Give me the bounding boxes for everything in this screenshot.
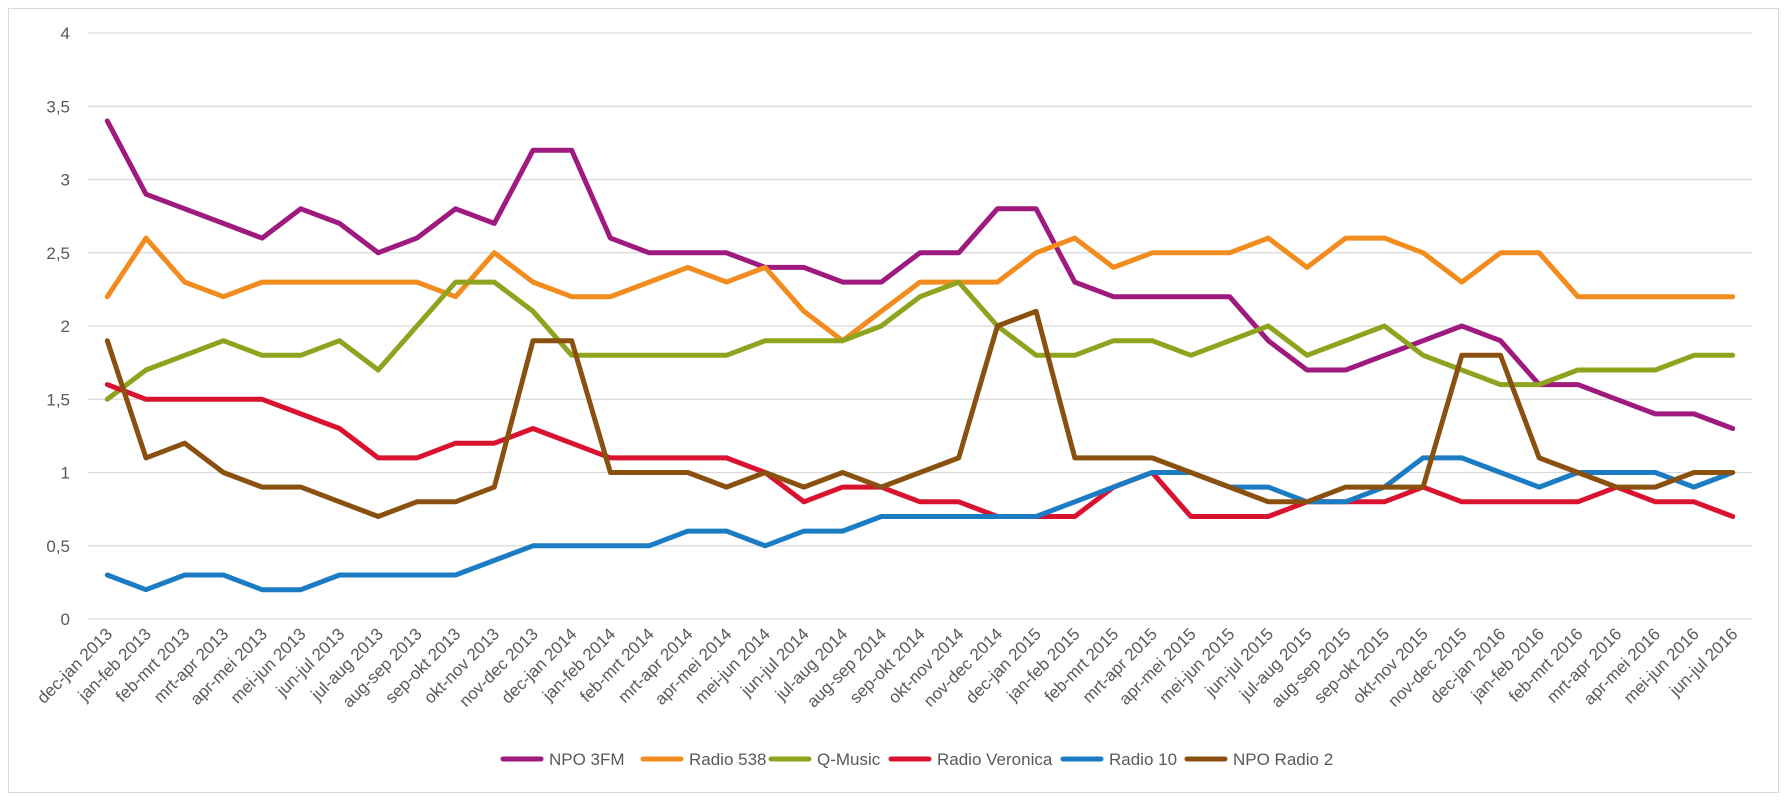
y-tick-label: 3 xyxy=(61,171,70,190)
legend-label: Radio 10 xyxy=(1109,750,1177,769)
series-line-npo-3fm xyxy=(104,118,1736,431)
legend-item-npo-3fm: NPO 3FM xyxy=(500,750,625,769)
series-line-npo-radio-2 xyxy=(104,308,1736,519)
y-tick-label: 3,5 xyxy=(46,97,70,116)
legend-label: Radio Veronica xyxy=(937,750,1053,769)
y-axis: 0 0,5 1 1,5 2 2,5 3 3,5 4 xyxy=(46,24,70,629)
legend-item-radio-veronica: Radio Veronica xyxy=(888,750,1053,769)
y-tick-label: 0,5 xyxy=(46,537,70,556)
legend-item-radio-10: Radio 10 xyxy=(1060,750,1177,769)
y-tick-label: 1,5 xyxy=(46,390,70,409)
legend-label: Radio 538 xyxy=(689,750,767,769)
legend-label: NPO Radio 2 xyxy=(1233,750,1333,769)
series-line-radio-veronica xyxy=(104,382,1736,519)
series-line-radio-538 xyxy=(104,235,1736,344)
legend-label: Q-Music xyxy=(817,750,881,769)
y-tick-label: 0 xyxy=(61,610,70,629)
series-line-radio-10 xyxy=(104,455,1736,593)
y-tick-label: 2 xyxy=(61,317,70,336)
chart-frame xyxy=(8,8,1779,793)
legend-item-radio-538: Radio 538 xyxy=(640,750,767,769)
series-lines xyxy=(104,118,1736,593)
legend-item-q-music: Q-Music xyxy=(768,750,881,769)
legend-label: NPO 3FM xyxy=(549,750,625,769)
y-tick-label: 2,5 xyxy=(46,244,70,263)
y-tick-label: 1 xyxy=(61,464,70,483)
series-line-q-music xyxy=(104,279,1736,402)
y-tick-label: 4 xyxy=(61,24,70,43)
gridlines xyxy=(88,32,1752,620)
legend: NPO 3FM Radio 538 Q-Music Radio Veronica Rad… xyxy=(500,750,1333,769)
legend-item-npo-radio-2: NPO Radio 2 xyxy=(1184,750,1333,769)
